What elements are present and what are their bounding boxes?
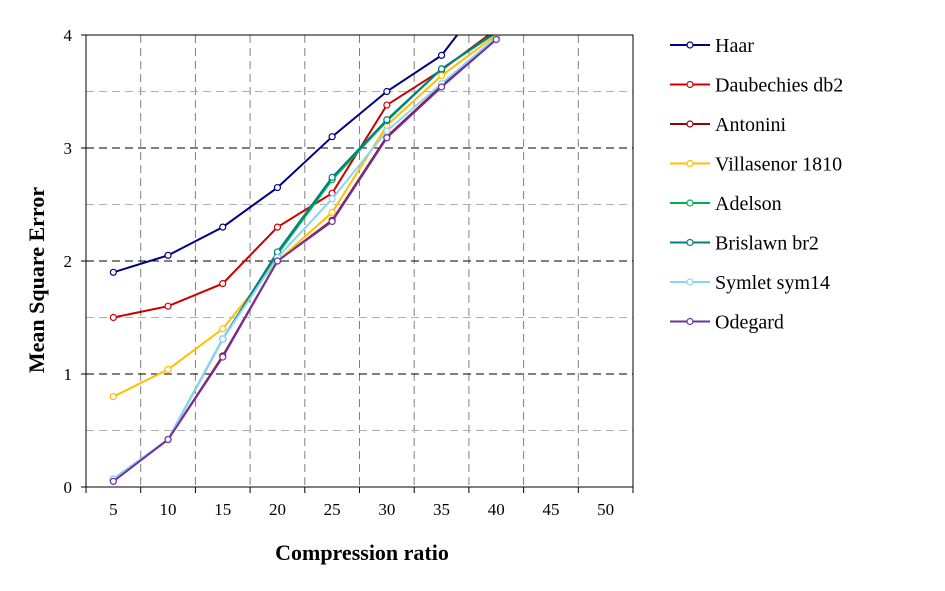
legend-marker [686,80,694,89]
x-tick-label: 20 [269,500,286,519]
data-point [383,134,391,142]
data-point [273,257,282,265]
series-lines [109,26,500,485]
x-tick-label: 25 [324,500,341,519]
legend-item: Symlet sym14 [670,272,830,294]
data-point [219,280,227,288]
data-point [219,353,227,361]
legend-marker [686,41,694,49]
data-point [328,195,336,203]
data-point [109,268,117,276]
legend-item: Daubechies db2 [670,75,843,97]
series-villasenor-1810 [109,35,500,401]
legend-label: Antonini [715,114,787,136]
data-point [164,365,172,374]
data-point [219,223,227,231]
series-haar [109,35,459,276]
legend-item: Brislawn br2 [670,233,819,255]
x-tick-label: 35 [433,500,450,519]
data-point [164,302,172,310]
legend-marker [686,238,694,247]
grid-lines [86,35,633,487]
data-point [109,393,117,401]
legend-label: Villasenor 1810 [715,154,842,176]
legend-label: Daubechies db2 [715,75,843,97]
data-point [328,133,336,141]
x-tick-label: 40 [488,500,505,519]
data-point [437,83,446,91]
legend-marker [686,278,694,286]
y-tick-label: 4 [64,26,73,45]
series-daubechies-db2 [109,26,499,322]
y-tick-label: 0 [64,478,73,497]
data-point [109,477,117,485]
series-line [112,35,497,398]
data-point [383,87,391,96]
legend-item: Adelson [670,193,782,215]
x-tick-label: 30 [378,500,395,519]
data-point [109,313,117,322]
data-point [328,173,336,181]
data-point [164,435,172,444]
series-odegard [109,35,500,485]
series-line [113,35,491,319]
legend-item: Odegard [670,312,784,334]
legend-label: Haar [715,35,754,57]
data-point [219,325,227,333]
x-tick-label: 5 [109,500,118,519]
y-tick-label: 2 [64,252,73,271]
legend-item: Villasenor 1810 [670,154,842,176]
data-point [219,335,227,343]
legend-label: Brislawn br2 [715,233,819,255]
data-point [328,208,336,217]
data-point [495,35,498,36]
legend-item: Antonini [670,114,787,136]
data-point [383,127,391,135]
data-point [437,65,446,73]
y-tick-label: 3 [64,139,73,158]
legend-marker [686,159,694,168]
legend-marker [686,120,694,128]
y-tick-label: 1 [64,365,73,384]
legend-marker [686,199,694,207]
x-tick-label: 45 [542,500,559,519]
x-tick-label: 10 [160,500,177,519]
data-point [437,51,446,59]
legend-label: Odegard [715,312,784,334]
data-point [383,101,391,109]
data-point [493,26,499,32]
data-point [273,183,282,192]
x-tick-label: 15 [214,500,231,519]
legend-marker [686,317,694,326]
x-tick-label: 50 [597,500,614,519]
legend: Haar Daubechies db2 Antonini Villasenor 181… [670,35,843,334]
data-point [328,217,336,226]
data-point [437,72,446,80]
series-line [113,35,459,274]
series-line [112,38,497,483]
series-line [112,36,497,480]
data-point [492,35,500,44]
data-point [383,116,391,124]
legend-label: Symlet sym14 [715,272,830,294]
x-axis-label: Compression ratio [275,540,449,565]
legend-item: Haar [670,35,754,57]
data-point [273,223,282,231]
legend-label: Adelson [715,193,782,215]
y-axis-label: Mean Square Error [24,187,49,373]
data-point [164,251,172,259]
